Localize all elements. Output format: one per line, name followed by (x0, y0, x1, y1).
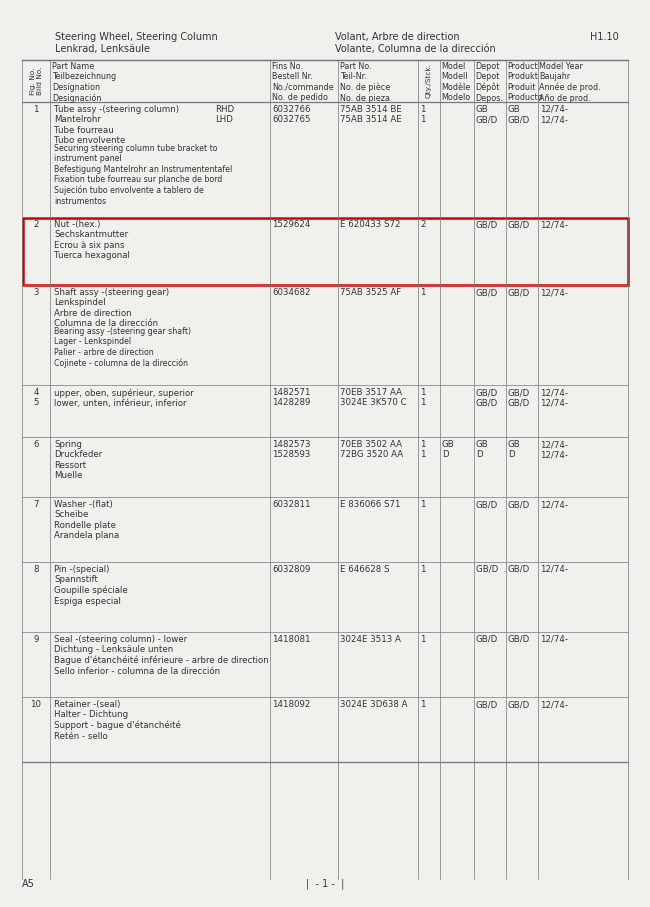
Text: Qty./Stck.: Qty./Stck. (426, 63, 432, 99)
Text: Volant, Arbre de direction
Volante, Columna de la dirección: Volant, Arbre de direction Volante, Colu… (335, 32, 496, 54)
Text: 12/74-: 12/74- (540, 565, 568, 574)
Text: Spring
Druckfeder
Ressort
Muelle: Spring Druckfeder Ressort Muelle (54, 440, 102, 480)
Text: 12/74-: 12/74- (540, 635, 568, 644)
Text: 1418081: 1418081 (272, 635, 311, 644)
Text: Nut -(hex.)
Sechskantmutter
Ecrou à six pans
Tuerca hexagonal: Nut -(hex.) Sechskantmutter Ecrou à six … (54, 220, 130, 260)
Text: 12/74-
12/74-: 12/74- 12/74- (540, 388, 568, 407)
Text: 1482571
1428289: 1482571 1428289 (272, 388, 311, 407)
Text: 1418092: 1418092 (272, 700, 311, 709)
Text: GB/D: GB/D (476, 220, 499, 229)
Text: Seal -(steering column) - lower
Dichtung - Lenksäule unten
Bague d'étanchéité in: Seal -(steering column) - lower Dichtung… (54, 635, 268, 676)
Text: upper, oben, supérieur, superior
lower, unten, inférieur, inferior: upper, oben, supérieur, superior lower, … (54, 388, 194, 408)
Text: 6034682: 6034682 (272, 288, 311, 297)
Text: GB/D: GB/D (508, 220, 530, 229)
Text: GB/D: GB/D (508, 700, 530, 709)
Text: 1: 1 (420, 635, 426, 644)
Text: 4
5: 4 5 (33, 388, 39, 407)
Text: 1482573
1528593: 1482573 1528593 (272, 440, 311, 460)
Bar (23, 218, 627, 285)
Text: H1.10: H1.10 (590, 32, 619, 42)
Text: 1: 1 (420, 565, 426, 574)
Text: Fig. No.
Bild No.: Fig. No. Bild No. (29, 67, 42, 95)
Text: 3024E 3513 A: 3024E 3513 A (340, 635, 401, 644)
Text: 12/74-: 12/74- (540, 500, 568, 509)
Text: E 646628 S: E 646628 S (340, 565, 389, 574)
Text: 6032809: 6032809 (272, 565, 311, 574)
Text: 1: 1 (420, 288, 426, 297)
Text: GB/D: GB/D (476, 700, 499, 709)
Text: E 620433 S72: E 620433 S72 (340, 220, 400, 229)
Text: GB/D: GB/D (476, 635, 499, 644)
Text: Steering Wheel, Steering Column
Lenkrad, Lenksäule: Steering Wheel, Steering Column Lenkrad,… (55, 32, 218, 54)
Text: Retainer -(seal)
Halter - Dichtung
Support - bague d'étanchéité
Retén - sello: Retainer -(seal) Halter - Dichtung Suppo… (54, 700, 181, 741)
Text: Model Year
Baujahr
Année de prod.
Año de prod.: Model Year Baujahr Année de prod. Año de… (539, 62, 601, 102)
Text: 12/74-: 12/74- (540, 700, 568, 709)
Text: 10: 10 (31, 700, 42, 709)
Text: Product
Produkt
Produit
Producto: Product Produkt Produit Producto (507, 62, 543, 102)
Text: GB
D: GB D (442, 440, 455, 460)
Text: 70EB 3517 AA
3024E 3K570 C: 70EB 3517 AA 3024E 3K570 C (340, 388, 407, 407)
Text: Tube assy -(steering column)
Mantelrohr
Tube fourreau
Tubo envolvente: Tube assy -(steering column) Mantelrohr … (54, 105, 179, 145)
Text: 1: 1 (420, 700, 426, 709)
Text: 12/74-
12/74-: 12/74- 12/74- (540, 440, 568, 460)
Text: GB/D: GB/D (508, 635, 530, 644)
Text: 1
1: 1 1 (420, 388, 426, 407)
Text: 1: 1 (33, 105, 39, 114)
Text: 12/74-: 12/74- (540, 220, 568, 229)
Text: 1
1: 1 1 (420, 105, 426, 124)
Text: GB/D  .: GB/D . (476, 565, 506, 574)
Text: |  - 1 -  |: | - 1 - | (306, 879, 345, 889)
Text: E 836066 S71: E 836066 S71 (340, 500, 400, 509)
Text: GB/D: GB/D (476, 288, 499, 297)
Text: Model
Modell
Modèle
Modelo: Model Modell Modèle Modelo (441, 62, 470, 102)
Text: 1: 1 (420, 500, 426, 509)
Text: 70EB 3502 AA
72BG 3520 AA: 70EB 3502 AA 72BG 3520 AA (340, 440, 403, 460)
Text: GB
GB/D: GB GB/D (476, 105, 499, 124)
Text: Depot
Depot
Dépôt
Depos.: Depot Depot Dépôt Depos. (475, 62, 503, 102)
Text: 6: 6 (33, 440, 39, 449)
Text: GB/D
GB/D: GB/D GB/D (508, 388, 530, 407)
Text: Pin -(special)
Spannstift
Goupille spéciale
Espiga especial: Pin -(special) Spannstift Goupille spéci… (54, 565, 128, 606)
Text: 12/74-
12/74-: 12/74- 12/74- (540, 105, 568, 124)
Text: GB
D: GB D (476, 440, 489, 460)
Text: 7: 7 (33, 500, 39, 509)
Text: GB/D: GB/D (476, 500, 499, 509)
Text: GB/D: GB/D (508, 565, 530, 574)
Text: Part No.
Teil-Nr.
No. de pièce
No. de pieza: Part No. Teil-Nr. No. de pièce No. de pi… (340, 62, 390, 102)
Text: Fins No.
Bestell Nr.
No./commande
No. de pedido: Fins No. Bestell Nr. No./commande No. de… (272, 62, 333, 102)
Text: 2: 2 (33, 220, 39, 229)
Text: 8: 8 (33, 565, 39, 574)
Text: 9: 9 (33, 635, 39, 644)
Text: GB
D: GB D (508, 440, 521, 460)
Text: 6032766
6032765: 6032766 6032765 (272, 105, 311, 124)
Text: Securing steering column tube bracket to
instrument panel
Befestigung Mantelrohr: Securing steering column tube bracket to… (54, 144, 232, 206)
Text: 2: 2 (420, 220, 426, 229)
Text: GB
GB/D: GB GB/D (508, 105, 530, 124)
Text: 3024E 3D638 A: 3024E 3D638 A (340, 700, 408, 709)
Text: 12/74-: 12/74- (540, 288, 568, 297)
Text: Part Name
Teilbezeichnung
Designation
Designación: Part Name Teilbezeichnung Designation De… (52, 62, 116, 102)
Text: Washer -(flat)
Scheibe
Rondelle plate
Arandela plana: Washer -(flat) Scheibe Rondelle plate Ar… (54, 500, 119, 541)
Text: Bearing assy -(steering gear shaft)
Lager - Lenkspindel
Palier - arbre de direct: Bearing assy -(steering gear shaft) Lage… (54, 327, 191, 368)
Text: RHD
LHD: RHD LHD (215, 105, 234, 124)
Text: GB/D
GB/D: GB/D GB/D (476, 388, 499, 407)
Text: 75AB 3525 AF: 75AB 3525 AF (340, 288, 401, 297)
Text: A5: A5 (22, 879, 35, 889)
Text: 6032811: 6032811 (272, 500, 311, 509)
Text: Shaft assy -(steering gear)
Lenkspindel
Arbre de direction
Columna de la direcci: Shaft assy -(steering gear) Lenkspindel … (54, 288, 169, 328)
Text: 75AB 3514 BE
75AB 3514 AE: 75AB 3514 BE 75AB 3514 AE (340, 105, 402, 124)
Text: GB/D: GB/D (508, 500, 530, 509)
Text: 1
1: 1 1 (420, 440, 426, 460)
Text: 3: 3 (33, 288, 39, 297)
Text: 1529624: 1529624 (272, 220, 311, 229)
Text: GB/D: GB/D (508, 288, 530, 297)
